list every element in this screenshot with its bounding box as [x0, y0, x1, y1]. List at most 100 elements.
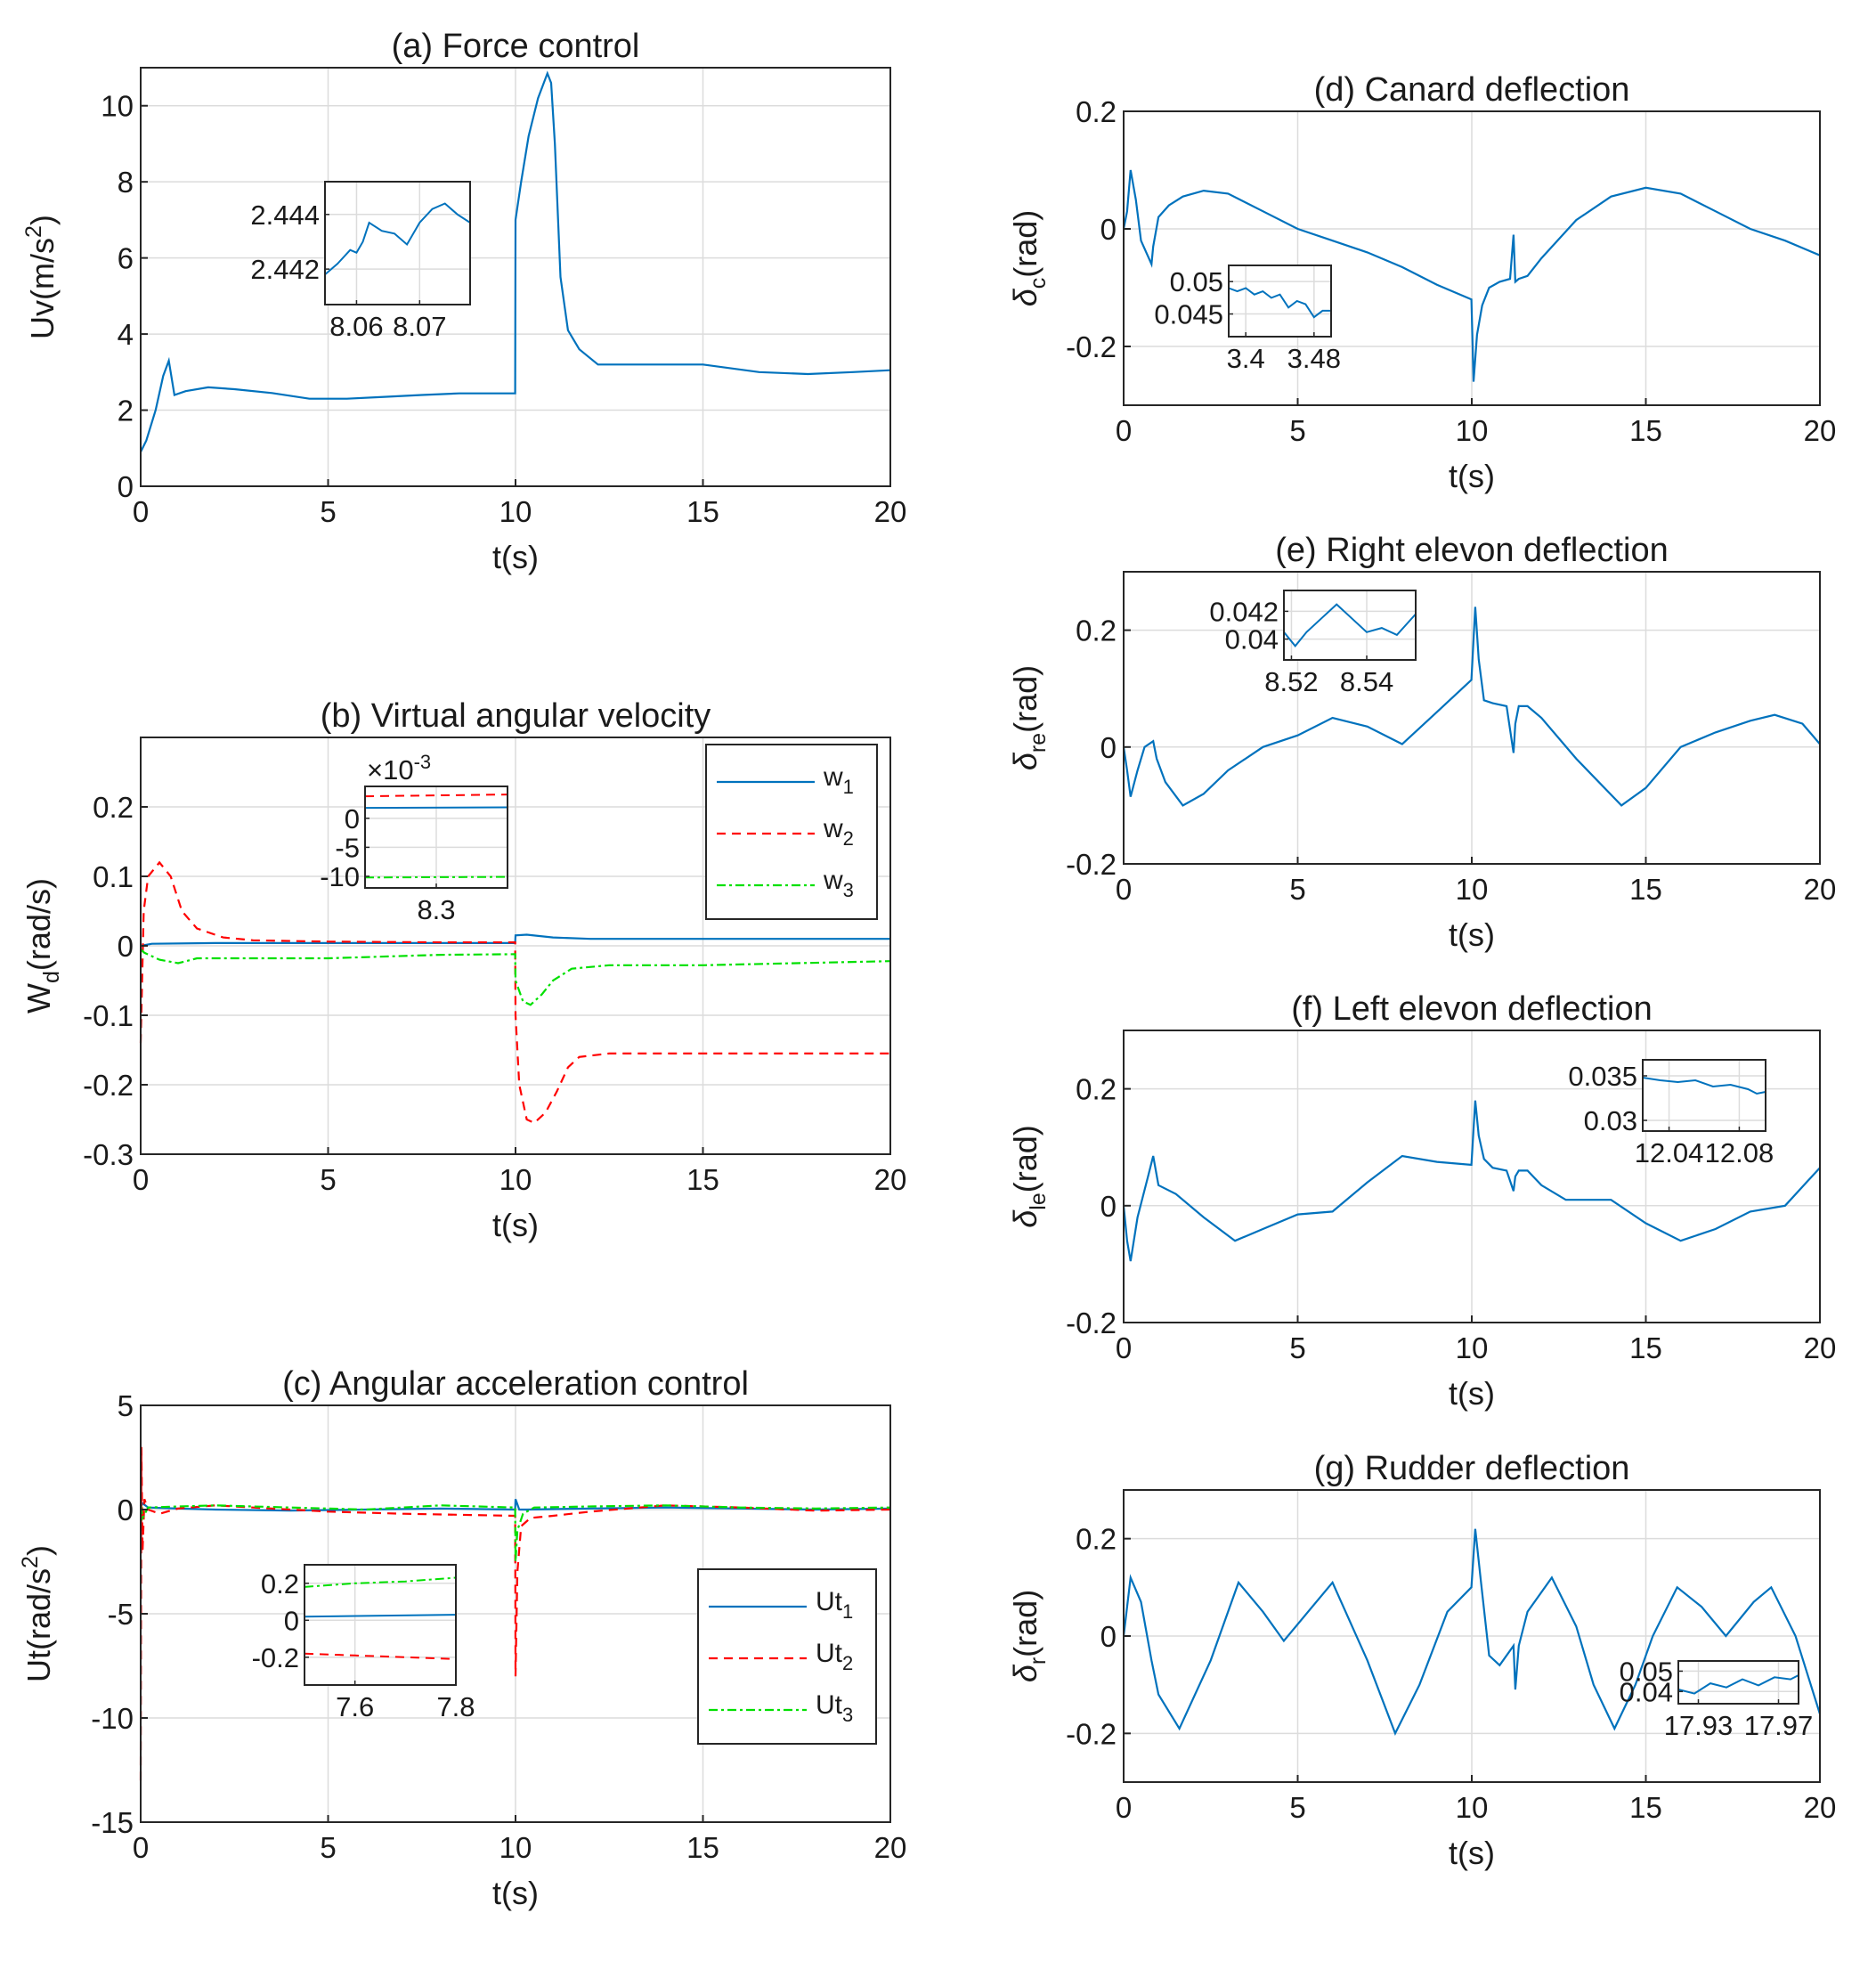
- inset-frame: [1642, 1059, 1766, 1132]
- chart-title: (d) Canard deflection: [1314, 71, 1630, 109]
- inset-frame: [304, 1564, 457, 1686]
- inset-background: [1678, 1661, 1799, 1704]
- y-axis-label-text: δc(rad): [1007, 210, 1051, 307]
- chart-title: (f) Left elevon deflection: [1291, 990, 1653, 1028]
- inset-series-line-Ut2: [304, 1652, 457, 1660]
- x-tick-label: 0: [1116, 1791, 1132, 1824]
- x-tick-label: 20: [1804, 1791, 1837, 1824]
- panel-b: 0 5 10 15 20 -0.3 -0.2 -0.1 0 0.1 0.2 (b) Virtual a…: [83, 697, 906, 1243]
- x-tick-label: 20: [1804, 873, 1837, 906]
- series-line-Ut3: [139, 1504, 891, 1562]
- inset-series-line-δle: [1642, 1077, 1766, 1095]
- x-tick-label: 20: [1804, 1331, 1837, 1364]
- y-tick-label: -15: [91, 1806, 134, 1839]
- inset-c: 7.6 7.8 -0.2 0 0.2: [252, 1564, 475, 1722]
- x-axis-label: t(s): [492, 539, 539, 575]
- chart-title: (a) Force control: [392, 28, 640, 65]
- series-line-Uv: [140, 70, 891, 452]
- y-tick-label: 0.1: [93, 860, 134, 893]
- y-tick-label: -0.2: [1066, 1717, 1117, 1750]
- y-tick-label: 0: [1100, 1190, 1117, 1223]
- y-axis-label-text: Uv(m/s2): [21, 215, 61, 339]
- y-tick-label: -0.3: [83, 1138, 134, 1171]
- x-tick-label: 10: [1456, 1331, 1489, 1364]
- x-axis-label: t(s): [1449, 458, 1495, 494]
- inset-x-tick-label: 17.93: [1664, 1710, 1734, 1741]
- inset-x-tick-label: 7.6: [336, 1691, 374, 1722]
- legend-box: [705, 744, 878, 920]
- inset-y-tick-label: 0.2: [261, 1568, 299, 1600]
- inset-f: 12.04 12.08 0.03 0.035: [1568, 1059, 1774, 1168]
- x-tick-label: 0: [1116, 414, 1132, 447]
- panel-f: 0 5 10 15 20-0.200.2(f) Left elevon deflecti…: [1066, 990, 1836, 1412]
- inset-x-tick-label: 17.97: [1744, 1710, 1814, 1741]
- inset-series-line-w1: [364, 806, 508, 810]
- x-tick-label: 10: [1456, 873, 1489, 906]
- y-tick-label: 8: [118, 166, 134, 199]
- inset-background: [1229, 265, 1331, 337]
- x-tick-label: 10: [1456, 1791, 1489, 1824]
- panel-a: 0 5 10 15 20 0 2 4 6 8 10 (a) Force control t(s) 8.06…: [101, 28, 906, 575]
- inset-y-tick-label: -10: [320, 861, 360, 892]
- panel-g: 0 5 10 15 20 -0.2 0 0.2 (g) Rudder deflection t(s…: [1066, 1450, 1836, 1871]
- x-tick-label: 0: [133, 1831, 149, 1864]
- x-axis-label: t(s): [1449, 1375, 1495, 1412]
- y-axis-label-text: Ut(rad/s2): [18, 1545, 57, 1682]
- y-axis-label-c: Ut(rad/s2): [18, 1545, 57, 1682]
- panel-d: 0 5 10 15 20 -0.2 0 0.2 (d) Canard deflection t(s…: [1066, 71, 1836, 494]
- y-axis-label-g: δr(rad): [1007, 1590, 1051, 1682]
- y-tick-label: 0.2: [1076, 1523, 1117, 1556]
- inset-series-line-Uv: [324, 202, 471, 276]
- y-tick-label: -0.2: [1066, 848, 1117, 881]
- chart-title: (c) Angular acceleration control: [282, 1365, 749, 1403]
- inset-background: [1643, 1060, 1766, 1131]
- inset-y-tick-label: 0.045: [1154, 299, 1223, 330]
- inset-y-tick-label: 2.444: [250, 199, 320, 231]
- x-tick-label: 15: [1629, 1791, 1662, 1824]
- x-tick-label: 0: [133, 1163, 149, 1196]
- series-line-δr: [1122, 1528, 1822, 1737]
- inset-background: [325, 182, 470, 305]
- inset-e: 8.52 8.54 0.040.042: [1209, 590, 1417, 697]
- inset-x-tick-label: 8.54: [1340, 666, 1393, 697]
- x-axis-label: t(s): [1449, 1835, 1495, 1871]
- y-tick-label: 0: [118, 470, 134, 503]
- inset-y-tick-label: 0.05: [1620, 1656, 1673, 1687]
- inset-x-tick-label: 12.08: [1705, 1137, 1774, 1168]
- inset-series-line-w2: [364, 794, 508, 798]
- x-tick-label: 10: [1456, 414, 1489, 447]
- y-tick-label: 0.2: [1076, 1073, 1117, 1106]
- inset-frame: [1677, 1660, 1799, 1705]
- x-tick-label: 5: [320, 495, 336, 528]
- inset-g: 17.93 17.97 0.040.05: [1620, 1656, 1814, 1741]
- y-axis-label-e: δre(rad): [1007, 665, 1051, 770]
- x-tick-label: 0: [1116, 873, 1132, 906]
- x-tick-label: 15: [686, 495, 719, 528]
- series-line-δc: [1122, 169, 1821, 382]
- inset-a: 8.06 8.07 2.442 2.444: [250, 181, 471, 342]
- y-tick-label: 2: [118, 395, 134, 427]
- y-tick-label: -0.2: [83, 1069, 134, 1102]
- inset-scale-label: ×10-3: [367, 751, 431, 786]
- y-tick-label: 0.2: [1076, 615, 1117, 647]
- inset-y-tick-label: 0.03: [1584, 1105, 1637, 1136]
- y-tick-label: 0: [118, 1494, 134, 1526]
- x-tick-label: 0: [1116, 1331, 1132, 1364]
- series-line-Ut2: [139, 1446, 891, 1781]
- chart-title: (b) Virtual angular velocity: [321, 697, 711, 735]
- inset-frame: [324, 181, 471, 305]
- y-tick-label: -0.2: [1066, 330, 1117, 363]
- inset-y-tick-label: -5: [335, 832, 360, 863]
- x-tick-label: 0: [133, 495, 149, 528]
- x-tick-label: 10: [499, 495, 532, 528]
- x-tick-label: 20: [874, 1163, 907, 1196]
- series-line-δle: [1122, 1100, 1821, 1262]
- y-tick-label: -0.2: [1066, 1307, 1117, 1339]
- x-axis-label: t(s): [492, 1875, 539, 1911]
- inset-y-tick-label: 0: [345, 803, 360, 834]
- inset-background: [1284, 590, 1416, 660]
- x-tick-label: 20: [1804, 414, 1837, 447]
- chart-title: (g) Rudder deflection: [1314, 1450, 1630, 1487]
- inset-series-line-δre: [1283, 603, 1417, 647]
